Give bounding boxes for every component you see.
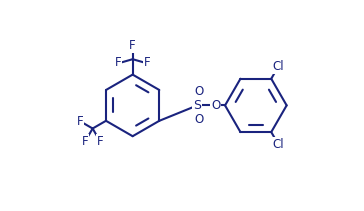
Text: F: F <box>82 135 89 148</box>
Text: F: F <box>129 39 136 52</box>
Text: F: F <box>144 56 151 69</box>
Text: F: F <box>97 135 103 148</box>
Text: O: O <box>194 85 203 98</box>
Text: F: F <box>115 56 121 69</box>
Text: S: S <box>193 99 201 112</box>
Text: Cl: Cl <box>272 138 284 151</box>
Text: F: F <box>77 115 83 128</box>
Text: O: O <box>211 99 221 112</box>
Text: O: O <box>194 113 203 126</box>
Text: Cl: Cl <box>272 60 284 73</box>
